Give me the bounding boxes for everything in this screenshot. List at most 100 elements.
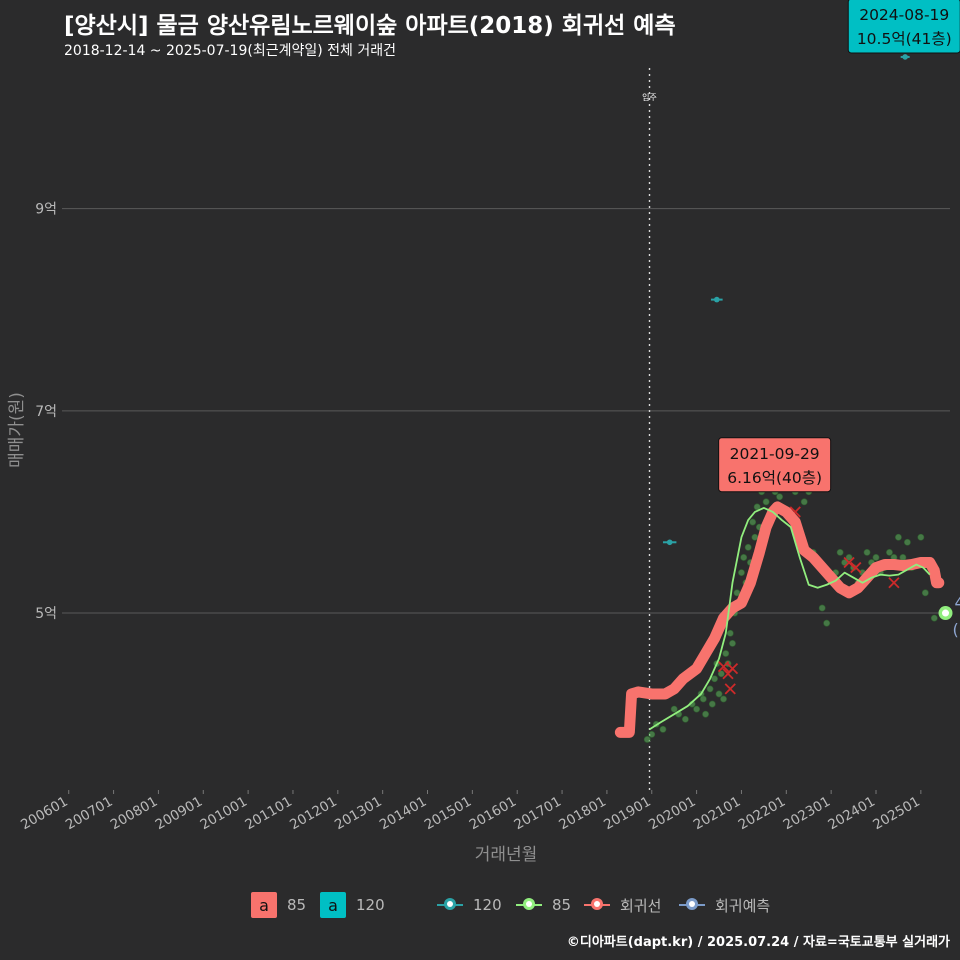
legend-line-85-label: 85	[552, 896, 572, 914]
transaction-point	[708, 700, 716, 708]
x-tick-label: 201801	[556, 794, 609, 834]
transaction-point	[722, 650, 730, 657]
legend-line-120-icon	[437, 892, 463, 918]
x-tick-label: 200601	[18, 794, 71, 834]
transaction-point	[751, 533, 759, 541]
legend-line-85-icon	[516, 892, 542, 918]
transaction-point	[749, 518, 757, 526]
annotation-value: 10.5억(41층)	[857, 30, 952, 48]
x-tick-label: 201101	[242, 794, 295, 834]
cancelled-mark	[726, 663, 739, 675]
transaction-point	[823, 619, 831, 627]
x-tick-label: 201001	[197, 794, 250, 834]
transaction-point	[726, 629, 734, 637]
cancelled-mark	[888, 577, 900, 589]
transaction-point	[863, 548, 871, 556]
chart-title: [양산시] 물금 양산유림노르웨이숲 아파트(2018) 회귀선 예측	[64, 13, 676, 39]
transaction-point	[886, 548, 893, 556]
transaction-point	[899, 554, 907, 561]
move-in-label: 입주	[642, 93, 657, 102]
x-tick-label: 201301	[332, 794, 385, 834]
legend-regression-label: 회귀선	[620, 896, 662, 915]
transaction-point	[717, 670, 725, 678]
transaction-point	[670, 705, 678, 713]
x-tick-label: 202401	[825, 794, 878, 834]
transaction-point	[903, 538, 911, 546]
legend-line-120-label: 120	[473, 896, 502, 914]
source-credit: ©디아파트(dapt.kr) / 2025.07.24 / 자료=국토교통부 실…	[566, 935, 950, 950]
forecast-value: 46,525	[955, 593, 960, 612]
forecast-point-center	[942, 609, 950, 617]
transaction-point	[872, 554, 880, 561]
cancelled-mark	[843, 556, 855, 569]
legend-regression: 회귀선	[584, 890, 661, 920]
legend-forecast-icon	[679, 892, 705, 918]
legend-line-120: 120	[437, 890, 502, 920]
cancelled-mark	[724, 683, 736, 695]
x-tick-label: 200901	[153, 794, 206, 834]
forecast-area: (~85㎡)	[953, 620, 960, 639]
transaction-point	[762, 498, 770, 506]
legend-label-85: 85	[287, 896, 307, 914]
transaction-point	[729, 639, 736, 647]
x-tick-label: 202001	[646, 794, 699, 834]
transaction-point	[800, 498, 808, 506]
transaction-point	[643, 736, 651, 743]
cancelled-mark	[717, 661, 730, 673]
annotation-120: 2024-08-19 10.5억(41층)	[847, 0, 960, 54]
transaction-point	[895, 533, 902, 541]
annotation-box	[718, 437, 832, 493]
series-85-line	[649, 506, 931, 731]
annotation-date: 2024-08-19	[859, 6, 949, 24]
x-tick-label: 201901	[601, 794, 654, 834]
transaction-point	[744, 543, 752, 551]
annotation-box	[847, 0, 960, 54]
cancelled-mark	[850, 561, 862, 574]
annotation-85: 2021-09-29 6.16억(40층)	[718, 437, 832, 493]
x-tick-label: 201601	[467, 794, 520, 834]
transaction-point	[693, 705, 701, 713]
regression-line	[614, 501, 945, 738]
x-tick-label: 201201	[287, 794, 340, 834]
transaction-point	[917, 533, 925, 541]
transaction-point	[818, 604, 826, 612]
series-120-point	[902, 54, 908, 60]
transaction-point	[776, 493, 783, 501]
x-tick-label: 200801	[108, 794, 161, 834]
x-tick-label: 202301	[781, 794, 834, 834]
transaction-point	[659, 725, 667, 733]
series-120-point	[666, 539, 673, 546]
y-axis-title: 매매가(원)	[7, 392, 27, 468]
legend-item-120: a 120	[320, 890, 385, 920]
transaction-point	[706, 685, 714, 693]
legend-forecast: 회귀예측	[679, 890, 770, 920]
transaction-point	[841, 559, 849, 566]
transaction-point	[699, 695, 707, 703]
x-tick-label: 202101	[691, 794, 744, 834]
transaction-point	[648, 730, 656, 738]
legend-regression-icon	[584, 892, 610, 918]
chart-subtitle: 2018-12-14 ~ 2025-07-19(최근계약일) 전체 거래건	[64, 43, 396, 59]
x-tick-label: 201401	[377, 794, 430, 834]
y-tick-label: 7억	[35, 404, 57, 420]
legend-item-85: a 85	[251, 890, 306, 920]
x-tick-label: 200701	[63, 794, 116, 834]
annotation-date: 2021-09-29	[730, 445, 820, 463]
transaction-point	[720, 695, 727, 703]
x-tick-label: 202201	[736, 794, 789, 834]
transaction-point	[921, 589, 929, 597]
transaction-point	[930, 614, 938, 622]
series-120-point	[713, 296, 720, 303]
transaction-point	[711, 675, 718, 683]
transaction-point	[740, 554, 748, 561]
y-tick-label: 5억	[35, 606, 57, 622]
transaction-point	[681, 715, 689, 723]
legend-forecast-label: 회귀예측	[715, 896, 771, 915]
legend: a 85 a 120 120 85 회귀선 회귀예측	[0, 890, 960, 924]
annotation-value: 6.16억(40층)	[727, 469, 822, 487]
y-tick-label: 9억	[35, 202, 57, 218]
transaction-point	[702, 710, 709, 718]
transaction-point	[836, 548, 844, 556]
legend-swatch-120: a	[320, 892, 346, 918]
